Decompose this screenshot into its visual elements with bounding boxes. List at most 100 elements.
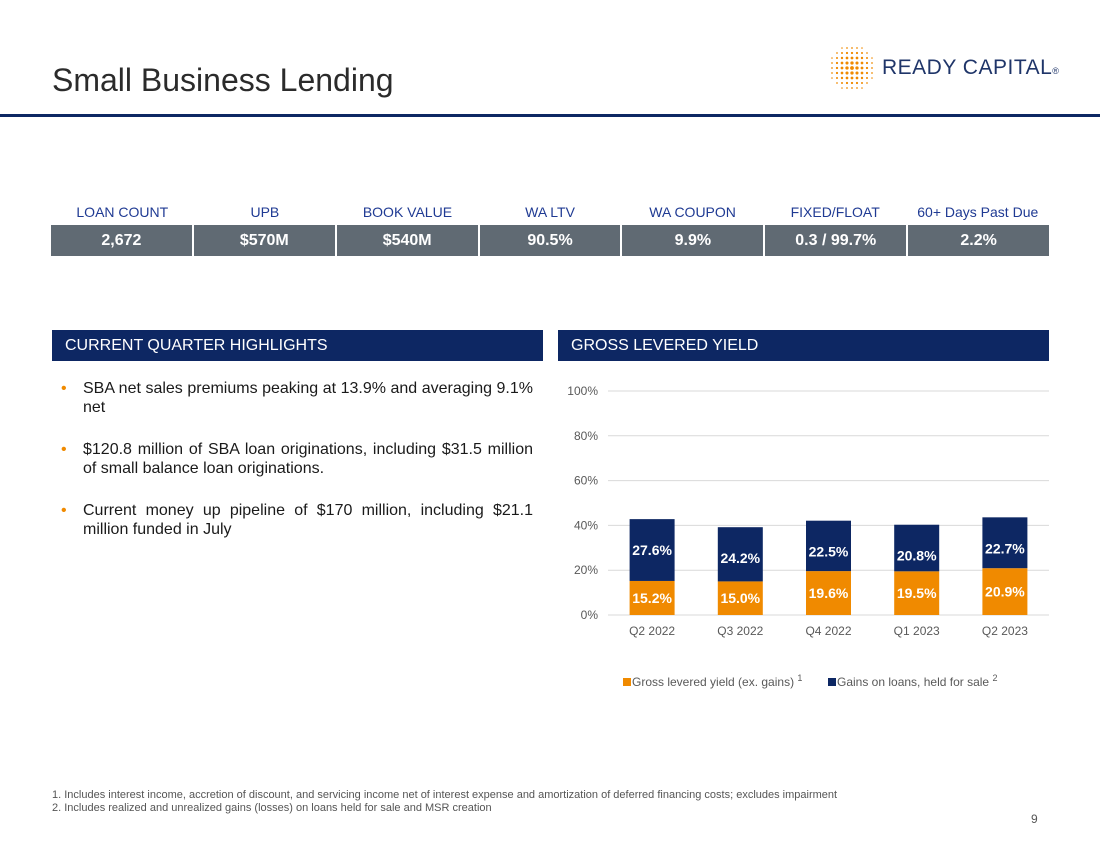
- logo-dot: [841, 47, 843, 49]
- highlights-list: • SBA net sales premiums peaking at 13.9%…: [61, 379, 533, 562]
- bar-gross-yield: [982, 568, 1028, 615]
- metric-value: $540M: [336, 225, 478, 256]
- logo-dot: [836, 52, 838, 54]
- page-number: 9: [1031, 812, 1038, 826]
- legend-label: Gains on loans, held for sale 2: [837, 673, 997, 689]
- logo-dot: [856, 87, 858, 89]
- metrics-header-row: LOAN COUNT UPB BOOK VALUE WA LTV WA COUPON FI…: [51, 202, 1049, 222]
- y-tick-label: 80%: [574, 429, 598, 443]
- legend-swatch: [828, 678, 836, 686]
- metric-label: UPB: [250, 204, 280, 220]
- bar-gross-yield: [894, 571, 940, 615]
- logo-dot: [841, 87, 843, 89]
- x-tick-label: Q1 2023: [894, 624, 940, 638]
- metric-value: $570M: [193, 225, 335, 256]
- logo-dot: [845, 51, 849, 55]
- logo-dot: [840, 61, 844, 65]
- bar-gains: [806, 520, 851, 572]
- logo-dot: [845, 76, 849, 80]
- logo-dot: [865, 66, 869, 70]
- bar-gross-yield: [629, 580, 675, 615]
- logo-dot: [865, 61, 869, 65]
- metric-label: WA LTV: [525, 204, 575, 220]
- logo-dot: [850, 61, 854, 65]
- x-tick-label: Q2 2023: [982, 624, 1028, 638]
- logo-dot: [861, 52, 863, 54]
- logo-dot: [835, 71, 839, 75]
- x-tick-label: Q3 2022: [717, 624, 763, 638]
- bar-gross-yield: [806, 571, 851, 615]
- logo-text: READY CAPITAL: [882, 56, 1053, 79]
- logo-dot: [840, 76, 844, 80]
- logo-dot: [855, 56, 859, 60]
- logo-dot: [840, 71, 844, 75]
- data-label: 22.7%: [985, 540, 1025, 556]
- logo-dot: [846, 87, 848, 89]
- bar-gross-yield: [717, 581, 763, 615]
- logo-dot: [850, 51, 854, 55]
- chart-header: GROSS LEVERED YIELD: [558, 330, 1049, 361]
- data-label: 22.5%: [809, 544, 849, 560]
- metric-value: 90.5%: [479, 225, 621, 256]
- highlights-header: CURRENT QUARTER HIGHLIGHTS: [52, 330, 543, 361]
- highlight-text: SBA net sales premiums peaking at 13.9% …: [83, 380, 533, 416]
- logo-dot: [845, 71, 849, 75]
- logo-dot: [855, 51, 859, 55]
- logo-dot: [836, 77, 838, 79]
- data-label: 19.5%: [897, 585, 937, 601]
- logo-dot: [855, 81, 859, 85]
- logo-dot: [841, 82, 843, 84]
- data-label: 19.6%: [809, 585, 849, 601]
- logo-dot: [866, 77, 868, 79]
- metric-label: LOAN COUNT: [76, 204, 169, 220]
- logo-dot: [831, 62, 833, 64]
- highlight-item: • $120.8 million of SBA loan originations…: [61, 440, 533, 478]
- metrics-table: LOAN COUNT UPB BOOK VALUE WA LTV WA COUPON FI…: [51, 202, 1050, 256]
- logo-dot: [831, 67, 833, 69]
- logo-dot: [831, 77, 833, 79]
- data-label: 20.8%: [897, 548, 937, 564]
- logo-dot: [850, 81, 854, 85]
- logo-dot: [855, 71, 859, 75]
- logo-dot: [871, 62, 873, 64]
- highlight-item: • Current money up pipeline of $170 milli…: [61, 501, 533, 539]
- logo-dot: [871, 77, 873, 79]
- logo-dot: [850, 71, 854, 75]
- metric-label: FIXED/FLOAT: [790, 204, 880, 220]
- logo-mark-icon: [831, 47, 873, 89]
- logo-dot: [860, 71, 864, 75]
- footnote-2: 2. Includes realized and unrealized gain…: [52, 802, 492, 814]
- logo-dot: [836, 57, 838, 59]
- metric-value: 2,672: [51, 225, 192, 256]
- y-tick-label: 20%: [574, 563, 598, 577]
- logo-registered-mark: ®: [1052, 66, 1060, 76]
- yield-chart: 0% 20% 40% 60% 80% 100% 15.2% 27.6% Q2 2022 15.0%…: [567, 384, 1049, 689]
- y-tick-label: 60%: [574, 474, 598, 488]
- logo-dot: [871, 72, 873, 74]
- bar-gains: [717, 527, 763, 582]
- logo-dot: [831, 72, 833, 74]
- logo-dot: [871, 67, 873, 69]
- logo-dot: [850, 66, 854, 70]
- logo-dot: [871, 57, 873, 59]
- bullet-icon: •: [61, 441, 67, 458]
- metric-value: 9.9%: [622, 225, 764, 256]
- y-tick-label: 40%: [574, 518, 598, 532]
- logo-dot: [851, 87, 853, 89]
- highlight-item: • SBA net sales premiums peaking at 13.9%…: [61, 379, 533, 417]
- metric-label: BOOK VALUE: [362, 204, 453, 220]
- highlight-text: Current money up pipeline of $170 millio…: [83, 502, 533, 538]
- logo-dot: [845, 61, 849, 65]
- bar-gains: [982, 517, 1028, 569]
- page-title: Small Business Lending: [52, 62, 394, 98]
- bar-gains: [894, 524, 940, 572]
- x-tick-label: Q2 2022: [629, 624, 675, 638]
- logo-dot: [855, 61, 859, 65]
- logo-dot: [855, 66, 859, 70]
- logo-dot: [845, 66, 849, 70]
- title-divider: [0, 114, 1100, 117]
- x-tick-label: Q4 2022: [805, 624, 851, 638]
- data-label: 24.2%: [720, 550, 760, 566]
- logo-dot: [846, 47, 848, 49]
- logo-dot: [856, 47, 858, 49]
